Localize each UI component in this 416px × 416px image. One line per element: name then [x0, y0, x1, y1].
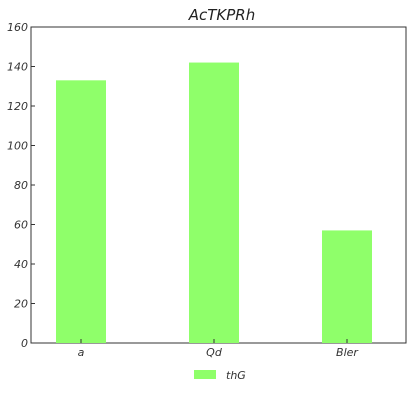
- bar-Qd: [189, 62, 239, 344]
- legend-label-thG: thG: [226, 369, 246, 382]
- x-tick-label: Qd: [206, 346, 223, 359]
- legend-swatch-thG: [194, 370, 216, 379]
- x-axis: a Qd Bler: [78, 339, 359, 359]
- chart-title: AcTKPRh: [188, 6, 255, 24]
- legend: thG: [194, 369, 246, 382]
- y-tick-label: 20: [14, 298, 28, 311]
- y-tick-label: 140: [7, 61, 28, 74]
- y-tick-label: 60: [14, 219, 28, 232]
- y-tick-label: 40: [14, 258, 28, 271]
- y-tick-label: 160: [7, 21, 28, 34]
- bar-Bler: [322, 230, 372, 343]
- y-tick-label: 120: [7, 100, 28, 113]
- bars-group: [56, 62, 372, 344]
- y-tick-label: 100: [7, 140, 28, 153]
- y-tick-label: 0: [21, 337, 28, 350]
- bar-a: [56, 80, 106, 343]
- x-tick-label: Bler: [336, 346, 359, 359]
- x-tick-label: a: [78, 346, 85, 359]
- y-tick-label: 80: [14, 179, 28, 192]
- y-axis: 0 20 40 60 80 100 120 140 160: [7, 21, 35, 350]
